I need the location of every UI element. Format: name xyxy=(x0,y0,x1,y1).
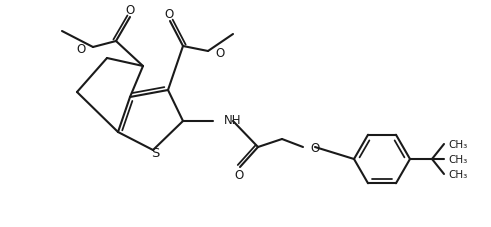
Text: NH: NH xyxy=(224,114,242,127)
Text: CH₃: CH₃ xyxy=(448,139,467,149)
Text: CH₃: CH₃ xyxy=(448,169,467,179)
Text: CH₃: CH₃ xyxy=(448,154,467,164)
Text: O: O xyxy=(215,46,224,59)
Text: O: O xyxy=(234,169,244,182)
Text: S: S xyxy=(151,147,159,160)
Text: O: O xyxy=(310,142,319,155)
Text: O: O xyxy=(164,7,174,20)
Text: O: O xyxy=(77,42,86,55)
Text: O: O xyxy=(125,3,135,16)
